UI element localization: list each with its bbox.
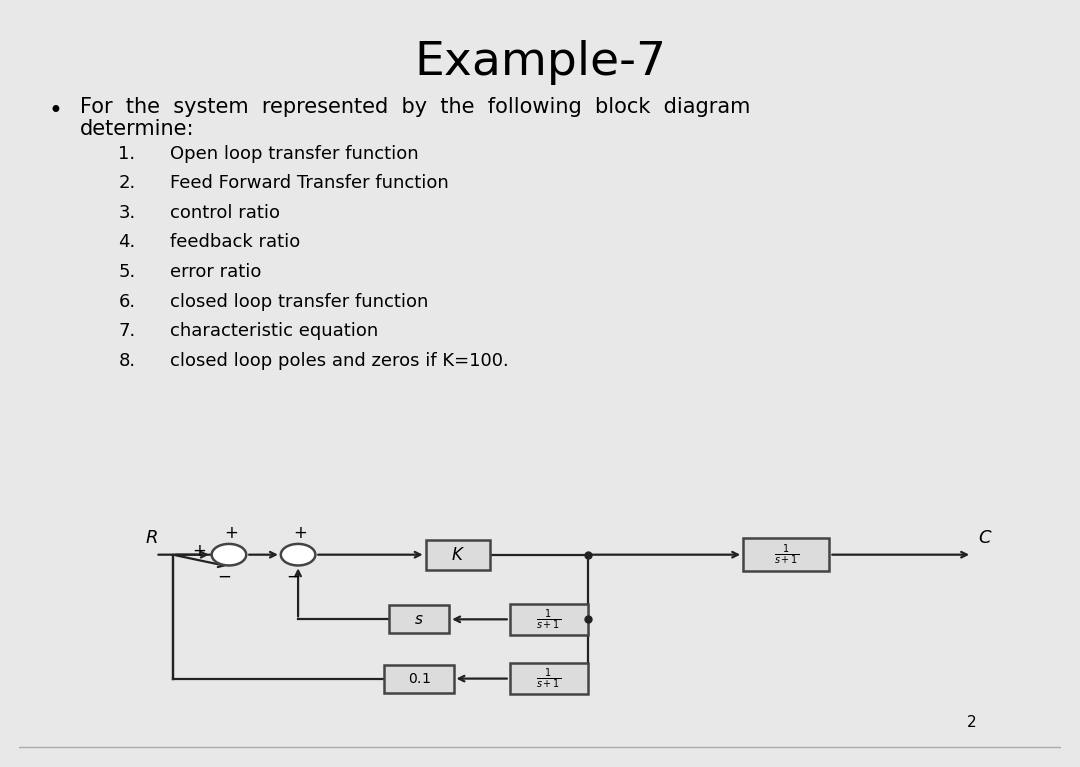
- Circle shape: [212, 544, 246, 565]
- Text: 6.: 6.: [119, 292, 135, 311]
- Text: 7.: 7.: [119, 322, 136, 340]
- Text: closed loop poles and zeros if K=100.: closed loop poles and zeros if K=100.: [171, 352, 509, 370]
- Text: feedback ratio: feedback ratio: [171, 233, 300, 252]
- Text: $C$: $C$: [978, 529, 993, 547]
- Text: $s$: $s$: [415, 612, 423, 627]
- Text: $R$: $R$: [145, 529, 158, 547]
- Text: characteristic equation: characteristic equation: [171, 322, 379, 340]
- Text: closed loop transfer function: closed loop transfer function: [171, 292, 429, 311]
- Text: $\frac{1}{s+1}$: $\frac{1}{s+1}$: [536, 667, 562, 691]
- Bar: [510, 604, 588, 635]
- Text: $\frac{1}{s+1}$: $\frac{1}{s+1}$: [773, 542, 799, 567]
- Text: $0.1$: $0.1$: [407, 672, 431, 686]
- Text: For  the  system  represented  by  the  following  block  diagram: For the system represented by the follow…: [80, 97, 751, 117]
- Text: 2: 2: [967, 715, 976, 729]
- Text: +: +: [224, 524, 238, 542]
- Text: •: •: [49, 99, 63, 123]
- Text: $\frac{1}{s+1}$: $\frac{1}{s+1}$: [536, 607, 562, 631]
- Bar: [384, 664, 454, 693]
- Text: +: +: [293, 524, 307, 542]
- Text: control ratio: control ratio: [171, 204, 281, 222]
- Text: 5.: 5.: [119, 263, 136, 281]
- Bar: [389, 605, 449, 634]
- Circle shape: [281, 544, 315, 565]
- Bar: [510, 663, 588, 694]
- Text: 2.: 2.: [119, 174, 136, 193]
- Text: Feed Forward Transfer function: Feed Forward Transfer function: [171, 174, 449, 193]
- Text: error ratio: error ratio: [171, 263, 261, 281]
- Text: −: −: [286, 568, 300, 586]
- Text: Example-7: Example-7: [414, 40, 666, 84]
- Text: 8.: 8.: [119, 352, 135, 370]
- Text: determine:: determine:: [80, 119, 194, 139]
- Bar: [426, 540, 490, 570]
- Text: −: −: [217, 568, 231, 586]
- Text: +: +: [192, 542, 206, 561]
- Text: 3.: 3.: [119, 204, 136, 222]
- Bar: [743, 538, 829, 571]
- Text: 4.: 4.: [119, 233, 136, 252]
- Text: $K$: $K$: [451, 545, 464, 564]
- Text: 1.: 1.: [119, 145, 135, 163]
- Text: Open loop transfer function: Open loop transfer function: [171, 145, 419, 163]
